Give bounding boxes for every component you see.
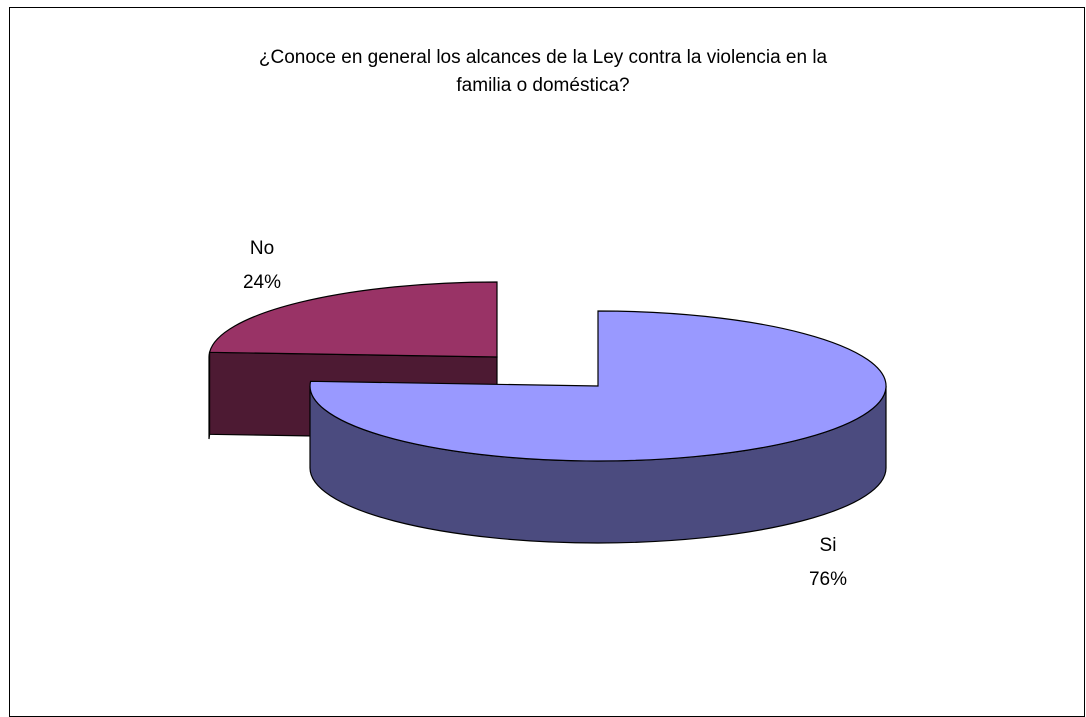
pie-label-no-name: No bbox=[250, 238, 274, 259]
pie-slice-si bbox=[309, 310, 887, 544]
pie-slice-si-top bbox=[309, 310, 887, 462]
chart-title-line-2: familia o doméstica? bbox=[456, 75, 630, 96]
chart-title: ¿Conoce en general los alcances de la Le… bbox=[0, 44, 1086, 100]
chart-frame bbox=[9, 7, 1085, 717]
pie-label-no-value: 24% bbox=[243, 272, 281, 293]
chart-title-line-1: ¿Conoce en general los alcances de la Le… bbox=[258, 47, 828, 68]
pie-label-si-value: 76% bbox=[809, 569, 847, 590]
pie-label-si-name: Si bbox=[820, 535, 837, 556]
pie-slice-no-top bbox=[208, 281, 498, 358]
